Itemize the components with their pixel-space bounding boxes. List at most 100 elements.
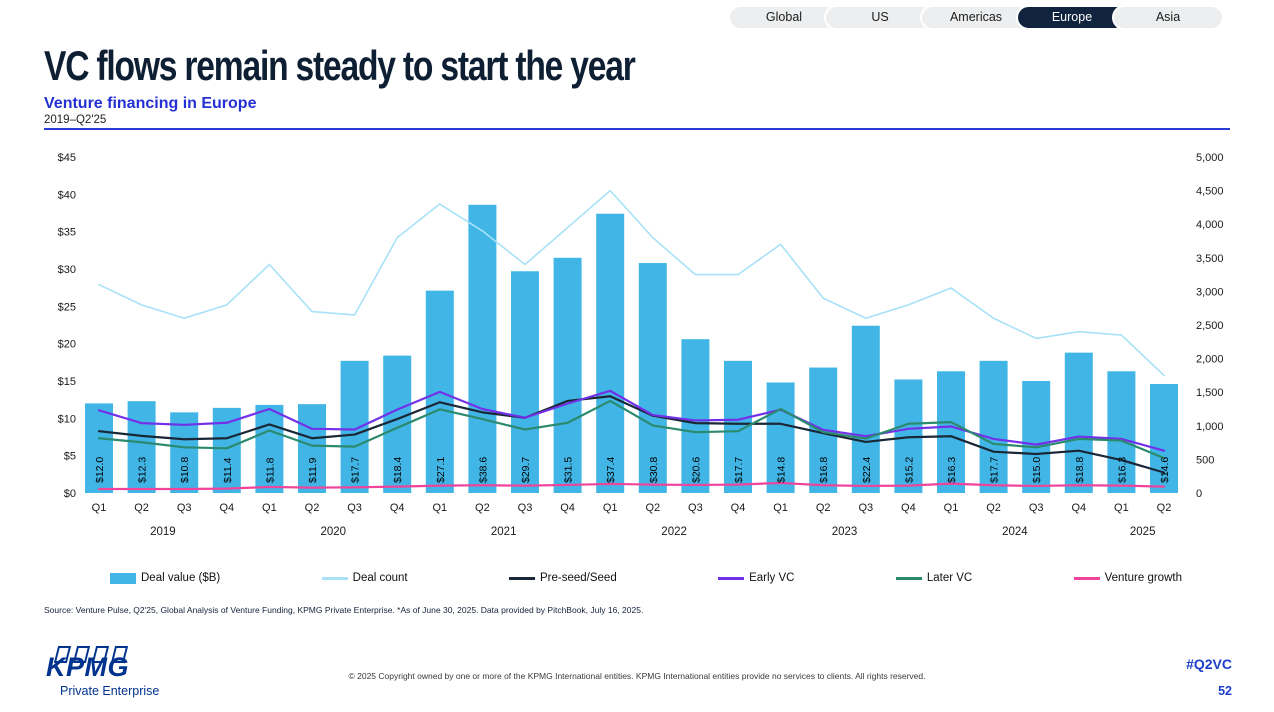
bar-value-label: $31.5 [563, 457, 575, 483]
quarter-label: Q4 [901, 502, 916, 514]
tab-europe[interactable]: Europe [1016, 5, 1128, 30]
left-axis-tick: $0 [64, 488, 76, 500]
quarter-label: Q2 [816, 502, 831, 514]
tab-americas[interactable]: Americas [920, 5, 1032, 30]
left-axis-tick: $35 [58, 227, 76, 239]
deal-value-bar [979, 360, 1008, 493]
bar-value-label: $18.4 [392, 457, 404, 483]
legend-swatch-icon [321, 576, 348, 580]
bar-value-label: $17.7 [350, 457, 362, 483]
right-axis-tick: 500 [1196, 454, 1214, 466]
bar-value-label: $11.8 [264, 457, 276, 483]
quarter-label: Q3 [177, 502, 192, 514]
quarter-label: Q2 [1157, 502, 1172, 514]
right-axis-tick: 0 [1196, 488, 1202, 500]
quarter-label: Q4 [219, 502, 234, 514]
early-vc-line [97, 389, 1166, 452]
quarter-label: Q1 [944, 502, 959, 514]
quarter-label: Q1 [603, 502, 618, 514]
year-label: 2019 [150, 526, 176, 538]
year-label: 2024 [1002, 526, 1028, 538]
deal-value-bar [553, 257, 582, 493]
right-axis-tick: 3,000 [1196, 286, 1224, 298]
kpmg-logo-subtext: Private Enterprise [60, 684, 160, 698]
quarter-label: Q4 [1071, 502, 1086, 514]
quarter-label: Q2 [475, 502, 490, 514]
chart-legend: Deal value ($B) Deal count Pre-seed/Seed Ea… [110, 572, 1182, 584]
legend-label: Later VC [926, 572, 973, 584]
region-tabs: Global US Americas Europe Asia [728, 5, 1224, 30]
bar-value-label: $10.8 [179, 457, 191, 483]
right-axis-tick: 5,000 [1196, 152, 1224, 164]
quarter-label: Q2 [134, 502, 149, 514]
legend-label: Deal count [352, 572, 408, 584]
left-axis-tick: $40 [58, 189, 76, 201]
quarter-label: Q3 [1029, 502, 1044, 514]
year-label: 2021 [491, 526, 517, 538]
legend-item: Deal value ($B) [110, 572, 220, 584]
quarter-label: Q3 [518, 502, 533, 514]
legend-label: Venture growth [1104, 572, 1182, 584]
deal-value-bar [511, 271, 539, 493]
bar-value-label: $17.7 [733, 457, 745, 483]
deal-value-bar [255, 404, 284, 493]
bar-value-label: $11.4 [222, 457, 234, 483]
right-axis-tick: 2,500 [1196, 320, 1224, 332]
tab-global[interactable]: Global [728, 5, 840, 30]
bar-value-label: $22.4 [861, 457, 873, 483]
right-axis-tick: 2,000 [1196, 354, 1224, 366]
quarter-label: Q2 [305, 502, 320, 514]
quarter-label: Q4 [731, 502, 746, 514]
vc-funding-chart: $0 $5 $10 $15 $20 $25 $30 $35 $40 $45 0 500 1,000 1,5… [58, 152, 1224, 538]
bar-value-label: $17.7 [989, 457, 1001, 483]
venture-growth-line [97, 481, 1166, 491]
legend-item: Early VC [718, 572, 794, 584]
quarter-label: Q1 [262, 502, 277, 514]
deal-value-bar [1150, 383, 1178, 493]
bar-value-label: $16.3 [1116, 457, 1128, 483]
legend-swatch-icon [718, 576, 745, 580]
quarter-label: Q1 [432, 502, 447, 514]
left-axis-tick: $45 [58, 152, 76, 164]
quarter-label: Q1 [773, 502, 788, 514]
right-axis-tick: 1,500 [1196, 387, 1224, 399]
left-axis-tick: $5 [64, 451, 76, 463]
quarter-label: Q2 [986, 502, 1001, 514]
legend-swatch-icon [895, 576, 922, 580]
bar-value-label: $38.6 [477, 457, 489, 483]
deal-value-bar [468, 204, 497, 493]
deal-value-bar [1107, 371, 1136, 493]
deal-value-bar [127, 401, 156, 493]
left-axis-tick: $25 [58, 301, 76, 313]
deal-value-bar [1022, 381, 1051, 493]
copyright-text: © 2025 Copyright owned by one or more of… [348, 671, 926, 681]
right-axis-tick: 4,000 [1196, 219, 1224, 231]
deal-value-bar [340, 360, 369, 493]
legend-swatch-icon [509, 576, 535, 580]
legend-item: Deal count [321, 572, 408, 584]
legend-swatch-icon [1073, 576, 1100, 580]
bar-value-label: $20.6 [690, 457, 702, 483]
legend-item: Later VC [895, 572, 973, 584]
kpmg-logo-text: KPMG [46, 652, 129, 682]
left-axis-tick: $10 [58, 413, 76, 425]
right-axis-tick: 4,500 [1196, 186, 1224, 198]
deal-value-bar [85, 403, 113, 493]
left-axis-tick: $30 [58, 264, 76, 276]
tab-us[interactable]: US [824, 5, 936, 30]
year-label: 2023 [832, 526, 858, 538]
page-number: 52 [1218, 684, 1232, 698]
bar-value-label: $27.1 [435, 457, 447, 483]
bar-value-label: $29.7 [520, 457, 532, 483]
quarter-label: Q2 [645, 502, 660, 514]
right-axis-tick: 1,000 [1196, 421, 1224, 433]
bar-value-label: $11.9 [307, 457, 319, 483]
tab-asia[interactable]: Asia [1112, 5, 1224, 30]
left-axis-tick: $15 [58, 376, 76, 388]
right-axis-tick: 3,500 [1196, 253, 1224, 265]
deal-value-bar [1064, 352, 1093, 493]
header-divider [44, 128, 1230, 130]
bar-value-label: $18.8 [1074, 457, 1086, 483]
deal-value-bar [596, 213, 625, 493]
